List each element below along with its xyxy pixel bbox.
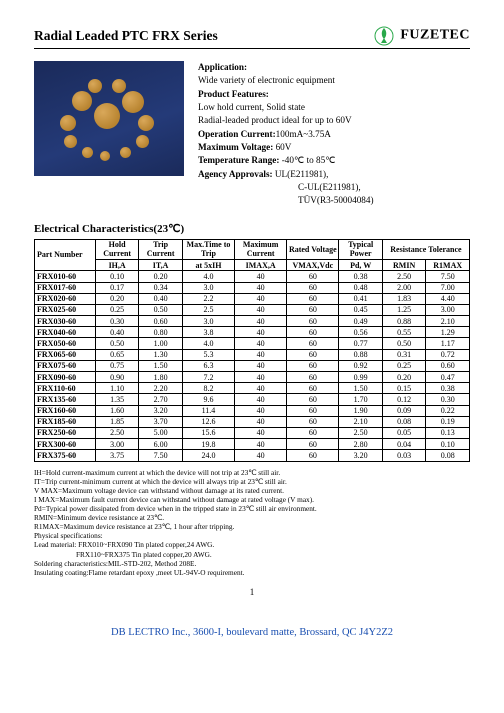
trange-label: Temperature Range: [198,155,279,165]
agency-line2: C-UL(E211981), [198,181,374,194]
th-part: Part Number [35,239,96,271]
table-title: Electrical Characteristics(23℃) [34,222,470,235]
table-row: FRX010-600.100.204.040600.382.507.50 [35,271,470,282]
table-row: FRX030-600.300.603.040600.490.882.10 [35,316,470,327]
opcur-value: 100mA~3.75A [276,129,331,139]
th-maxcur: Maximum Current [235,239,287,259]
table-row: FRX185-601.853.7012.640602.100.080.19 [35,416,470,427]
info-panel: Application: Wide variety of electronic … [198,61,374,208]
brand-name: FUZETEC [400,27,470,42]
maxv-value: 60V [276,142,292,152]
feat-label: Product Features: [198,89,269,99]
th-rated: Rated Voltage [287,239,339,259]
agency-line3: TÜV(R3-50004084) [198,194,374,207]
maxv-label: Maximum Voltage: [198,142,273,152]
table-row: FRX040-600.400.803.840600.560.551.29 [35,327,470,338]
table-row: FRX160-601.603.2011.440601.900.090.22 [35,405,470,416]
th-rtol: Resistance Tolerance [382,239,469,259]
table-row: FRX375-603.757.5024.040603.200.030.08 [35,450,470,461]
opcur-label: Operation Current: [198,129,276,139]
spec-table: Part Number Hold Current Trip Current Ma… [34,239,470,462]
logo-icon [374,26,394,46]
agency-label: Agency Approvals: [198,169,273,179]
feat-line2: Radial-leaded product ideal for up to 60… [198,114,374,127]
footer: DB LECTRO Inc., 3600-I, boulevard matte,… [0,627,504,650]
app-text: Wide variety of electronic equipment [198,74,374,87]
app-label: Application: [198,62,247,72]
feat-line1: Low hold current, Solid state [198,101,374,114]
table-row: FRX050-600.501.004.040600.770.501.17 [35,338,470,349]
table-row: FRX110-601.102.208.240601.500.150.38 [35,383,470,394]
table-row: FRX075-600.751.506.340600.920.250.60 [35,360,470,371]
th-trip: Trip Current [139,239,182,259]
th-maxtime: Max.Time to Trip [182,239,234,259]
trange-value: -40℃ to 85℃ [282,155,336,165]
notes: IH=Hold current-maximum current at which… [34,468,470,577]
table-row: FRX090-600.901.807.240600.990.200.47 [35,372,470,383]
brand-block: FUZETEC [370,26,470,46]
table-row: FRX025-600.250.502.540600.451.253.00 [35,304,470,315]
table-row: FRX300-603.006.0019.840602.800.040.10 [35,439,470,450]
th-power: Typical Power [339,239,382,259]
table-row: FRX065-600.651.305.340600.880.310.72 [35,349,470,360]
table-row: FRX017-600.170.343.040600.482.007.00 [35,282,470,293]
header: Radial Leaded PTC FRX Series FUZETEC [34,26,470,49]
page-title: Radial Leaded PTC FRX Series [34,28,218,44]
table-row: FRX250-602.505.0015.640602.500.050.13 [35,427,470,438]
product-photo [34,61,184,176]
table-row: FRX020-600.200.402.240600.411.834.40 [35,293,470,304]
page-number: 1 [34,587,470,597]
th-hold: Hold Current [95,239,138,259]
table-row: FRX135-601.352.709.640601.700.120.30 [35,394,470,405]
agency-line1: UL(E211981), [275,169,329,179]
